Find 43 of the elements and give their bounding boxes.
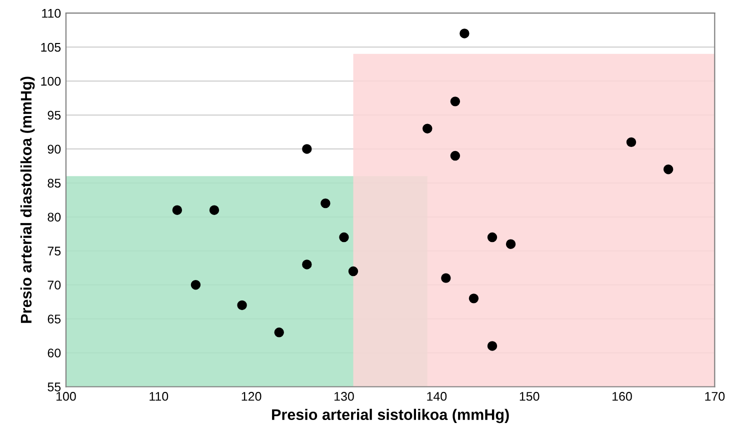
x-axis-title: Presio arterial sistolikoa (mmHg) xyxy=(272,408,509,424)
y-axis-title: Presio arterial diastolikoa (mmHg) xyxy=(20,76,35,323)
x-tick-label: 170 xyxy=(705,392,725,401)
point xyxy=(302,260,312,270)
x-tick-label: 110 xyxy=(150,392,168,401)
point xyxy=(348,266,358,276)
x-tick-label: 120 xyxy=(242,392,262,401)
y-tick-label: 60 xyxy=(48,348,61,358)
point xyxy=(460,28,470,38)
point xyxy=(172,205,182,215)
point xyxy=(422,124,432,134)
y-tick-label: 95 xyxy=(48,110,61,120)
x-tick-label: 130 xyxy=(334,392,354,401)
y-tick-label: 90 xyxy=(48,144,61,154)
y-tick-label: 80 xyxy=(48,212,61,222)
x-tick-label: 160 xyxy=(612,392,632,401)
point xyxy=(320,198,330,208)
point xyxy=(209,205,220,215)
point xyxy=(487,232,498,242)
point xyxy=(450,150,460,161)
point xyxy=(339,232,349,242)
point xyxy=(441,273,451,283)
y-tick-label: 105 xyxy=(41,42,61,52)
y-tick-label: 75 xyxy=(48,246,61,256)
y-tick-label: 55 xyxy=(48,382,61,392)
y-tick-label: 110 xyxy=(42,8,61,18)
point xyxy=(190,280,201,290)
x-tick-label: 140 xyxy=(427,392,447,401)
x-tick-label: 100 xyxy=(56,392,76,401)
point xyxy=(302,144,312,154)
point xyxy=(506,239,516,249)
point xyxy=(487,341,498,351)
point xyxy=(274,328,284,338)
point xyxy=(663,164,674,174)
y-tick-label: 70 xyxy=(48,280,61,290)
x-tick-label: 150 xyxy=(520,392,540,401)
point xyxy=(468,294,479,304)
y-tick-label: 65 xyxy=(48,314,61,324)
y-tick-label: 85 xyxy=(48,178,61,188)
y-tick-label: 100 xyxy=(41,76,61,86)
point xyxy=(626,137,636,148)
point xyxy=(237,300,247,310)
point xyxy=(450,96,460,106)
